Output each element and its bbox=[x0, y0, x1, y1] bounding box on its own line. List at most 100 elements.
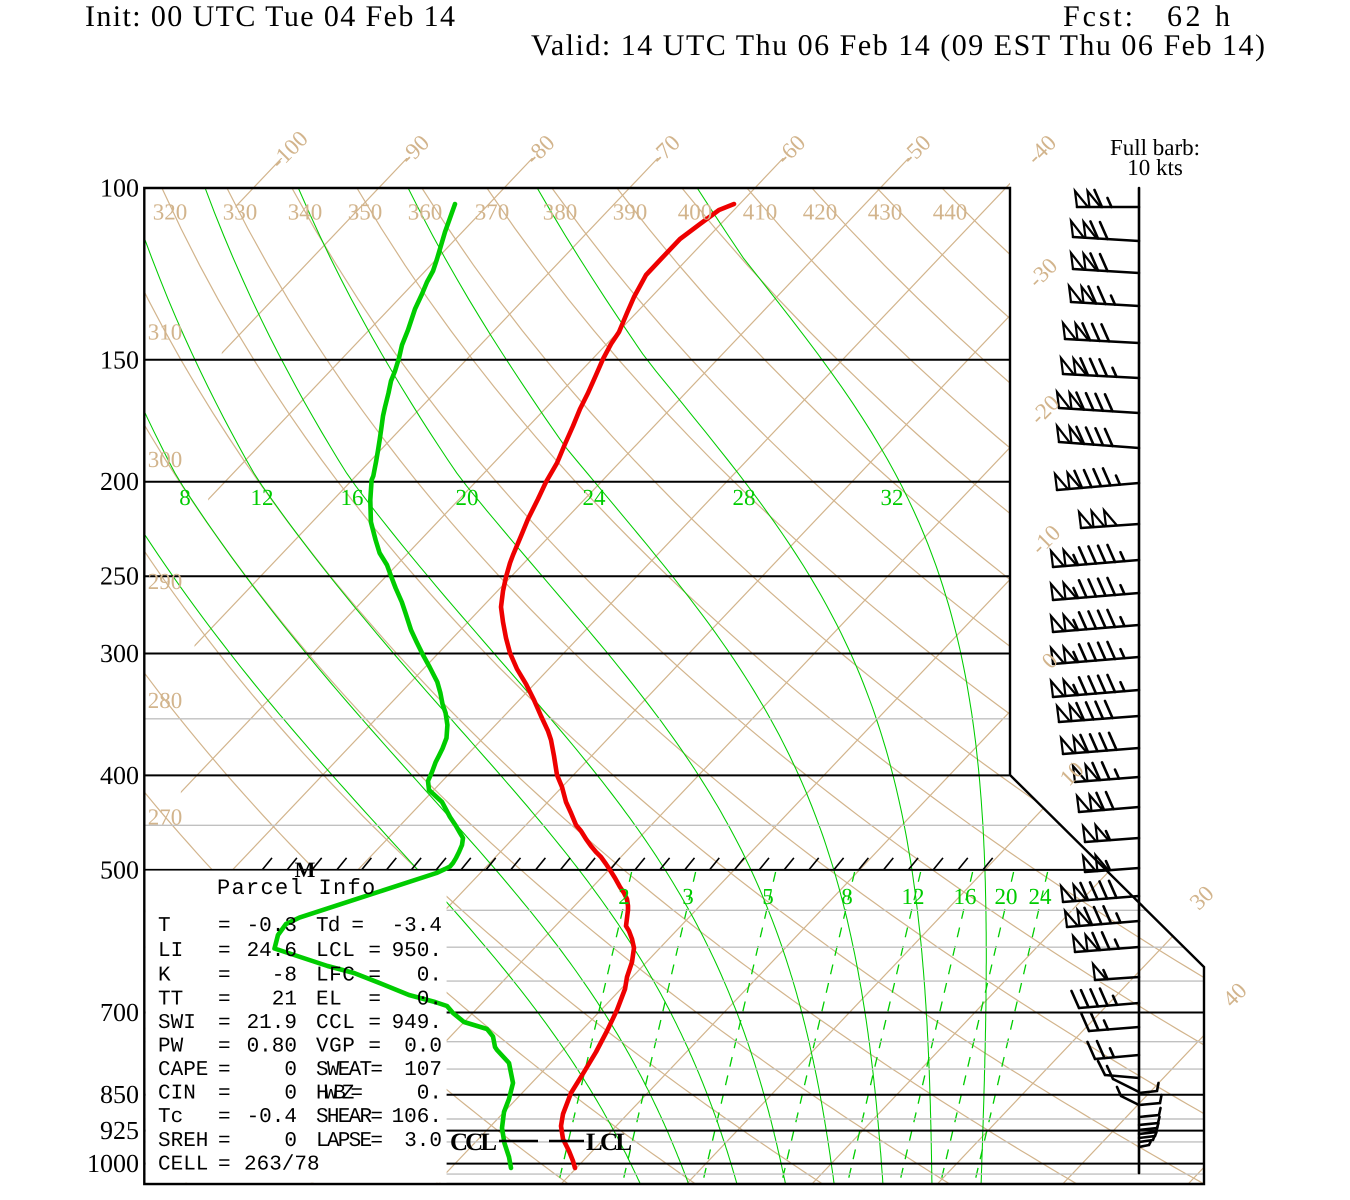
svg-text:420: 420 bbox=[803, 200, 838, 225]
svg-text:380: 380 bbox=[543, 200, 578, 225]
svg-text:350: 350 bbox=[348, 200, 383, 225]
svg-text:24: 24 bbox=[583, 485, 607, 510]
svg-text:CAPE: CAPE bbox=[158, 1059, 208, 1082]
svg-text:Parcel Info: Parcel Info bbox=[217, 876, 377, 901]
svg-text:0.0: 0.0 bbox=[404, 1036, 442, 1059]
svg-text:107: 107 bbox=[404, 1059, 442, 1082]
svg-text:500: 500 bbox=[100, 855, 139, 884]
svg-text:SHEAR=: SHEAR= bbox=[316, 1106, 383, 1129]
svg-text:-0.4: -0.4 bbox=[247, 1106, 297, 1129]
svg-text:100: 100 bbox=[100, 174, 139, 203]
svg-text:3.0: 3.0 bbox=[404, 1130, 442, 1153]
svg-text:24.6: 24.6 bbox=[247, 940, 297, 963]
svg-text:=: = bbox=[218, 940, 231, 963]
svg-text:300: 300 bbox=[100, 639, 139, 668]
svg-text:106.: 106. bbox=[392, 1106, 442, 1129]
svg-text:300: 300 bbox=[148, 447, 183, 472]
svg-text:T: T bbox=[158, 915, 171, 938]
svg-text:-8: -8 bbox=[272, 965, 297, 988]
svg-text:K: K bbox=[158, 965, 171, 988]
svg-text:M: M bbox=[295, 857, 316, 882]
svg-text:Fcst:: Fcst: bbox=[1063, 0, 1133, 33]
svg-text:24: 24 bbox=[1029, 884, 1053, 909]
svg-text:EL =: EL = bbox=[316, 989, 381, 1012]
svg-text:0.: 0. bbox=[417, 965, 442, 988]
svg-text:0: 0 bbox=[284, 1130, 297, 1153]
svg-text:Full barb:: Full barb: bbox=[1110, 135, 1200, 160]
svg-text:=: = bbox=[218, 989, 231, 1012]
svg-text:=: = bbox=[218, 1130, 231, 1153]
svg-text:LI: LI bbox=[158, 940, 183, 963]
svg-text:PW: PW bbox=[158, 1036, 184, 1059]
svg-text:949.: 949. bbox=[392, 1012, 442, 1035]
svg-text:12: 12 bbox=[902, 884, 925, 909]
svg-text:CELL: CELL bbox=[158, 1154, 208, 1177]
svg-text:-3.4: -3.4 bbox=[392, 915, 442, 938]
svg-text:TT: TT bbox=[158, 989, 183, 1012]
svg-text:=: = bbox=[218, 1154, 231, 1177]
svg-text:28: 28 bbox=[733, 485, 756, 510]
svg-text:Init: 00 UTC Tue 04 Feb 14: Init: 00 UTC Tue 04 Feb 14 bbox=[85, 0, 455, 33]
svg-text:250: 250 bbox=[100, 562, 139, 591]
svg-text:CCL: CCL bbox=[450, 1129, 497, 1156]
svg-text:16: 16 bbox=[954, 884, 977, 909]
svg-text:16: 16 bbox=[341, 485, 364, 510]
svg-text:=: = bbox=[218, 1083, 231, 1106]
svg-text:Valid: 14 UTC Thu 06 Feb 14 (0: Valid: 14 UTC Thu 06 Feb 14 (09 EST Thu … bbox=[531, 29, 1265, 62]
svg-text:=: = bbox=[218, 1059, 231, 1082]
svg-text:310: 310 bbox=[148, 319, 183, 344]
svg-text:LAPSE=: LAPSE= bbox=[316, 1130, 383, 1153]
svg-text:330: 330 bbox=[223, 200, 258, 225]
svg-text:8: 8 bbox=[841, 884, 853, 909]
svg-text:21: 21 bbox=[272, 989, 297, 1012]
svg-text:=: = bbox=[218, 965, 231, 988]
svg-text:=: = bbox=[218, 1106, 231, 1129]
svg-text:10 kts: 10 kts bbox=[1127, 155, 1183, 180]
svg-text:925: 925 bbox=[100, 1116, 139, 1145]
svg-text:0: 0 bbox=[284, 1059, 297, 1082]
svg-text:20: 20 bbox=[995, 884, 1018, 909]
svg-text:270: 270 bbox=[148, 805, 183, 830]
svg-text:SWI: SWI bbox=[158, 1012, 196, 1035]
svg-text:32: 32 bbox=[881, 485, 904, 510]
svg-text:0: 0 bbox=[284, 1083, 297, 1106]
svg-text:=: = bbox=[218, 915, 231, 938]
svg-text:430: 430 bbox=[868, 200, 903, 225]
svg-text:Td =: Td = bbox=[316, 915, 364, 938]
svg-text:CIN: CIN bbox=[158, 1083, 196, 1106]
svg-text:0.80: 0.80 bbox=[247, 1036, 297, 1059]
svg-text:8: 8 bbox=[179, 485, 191, 510]
svg-text:360: 360 bbox=[408, 200, 443, 225]
svg-text:263/78: 263/78 bbox=[244, 1154, 320, 1177]
svg-text:=: = bbox=[218, 1012, 231, 1035]
svg-text:950.: 950. bbox=[392, 940, 442, 963]
svg-text:HWBZ=: HWBZ= bbox=[316, 1083, 363, 1106]
svg-text:CCL =: CCL = bbox=[316, 1012, 381, 1035]
svg-text:440: 440 bbox=[933, 200, 968, 225]
svg-text:SWEAT=: SWEAT= bbox=[316, 1059, 383, 1082]
svg-text:3: 3 bbox=[682, 884, 694, 909]
svg-text:400: 400 bbox=[100, 761, 139, 790]
svg-text:=: = bbox=[218, 1036, 231, 1059]
svg-text:62 h: 62 h bbox=[1167, 0, 1230, 33]
svg-text:390: 390 bbox=[613, 200, 648, 225]
svg-text:290: 290 bbox=[148, 569, 183, 594]
svg-text:0.: 0. bbox=[417, 1083, 442, 1106]
svg-text:410: 410 bbox=[743, 200, 778, 225]
svg-text:SREH: SREH bbox=[158, 1130, 208, 1153]
svg-text:340: 340 bbox=[288, 200, 323, 225]
svg-text:LFC =: LFC = bbox=[316, 965, 381, 988]
svg-text:21.9: 21.9 bbox=[247, 1012, 297, 1035]
svg-text:400: 400 bbox=[678, 200, 713, 225]
svg-text:2: 2 bbox=[618, 884, 630, 909]
svg-text:-0.3: -0.3 bbox=[247, 915, 297, 938]
svg-text:1000: 1000 bbox=[87, 1149, 139, 1178]
svg-text:5: 5 bbox=[762, 884, 774, 909]
svg-text:LCL: LCL bbox=[586, 1129, 632, 1156]
svg-text:200: 200 bbox=[100, 467, 139, 496]
svg-text:LCL =: LCL = bbox=[316, 940, 381, 963]
svg-text:370: 370 bbox=[475, 200, 510, 225]
svg-text:0.: 0. bbox=[417, 989, 442, 1012]
svg-text:700: 700 bbox=[100, 998, 139, 1027]
svg-text:VGP =: VGP = bbox=[316, 1036, 381, 1059]
